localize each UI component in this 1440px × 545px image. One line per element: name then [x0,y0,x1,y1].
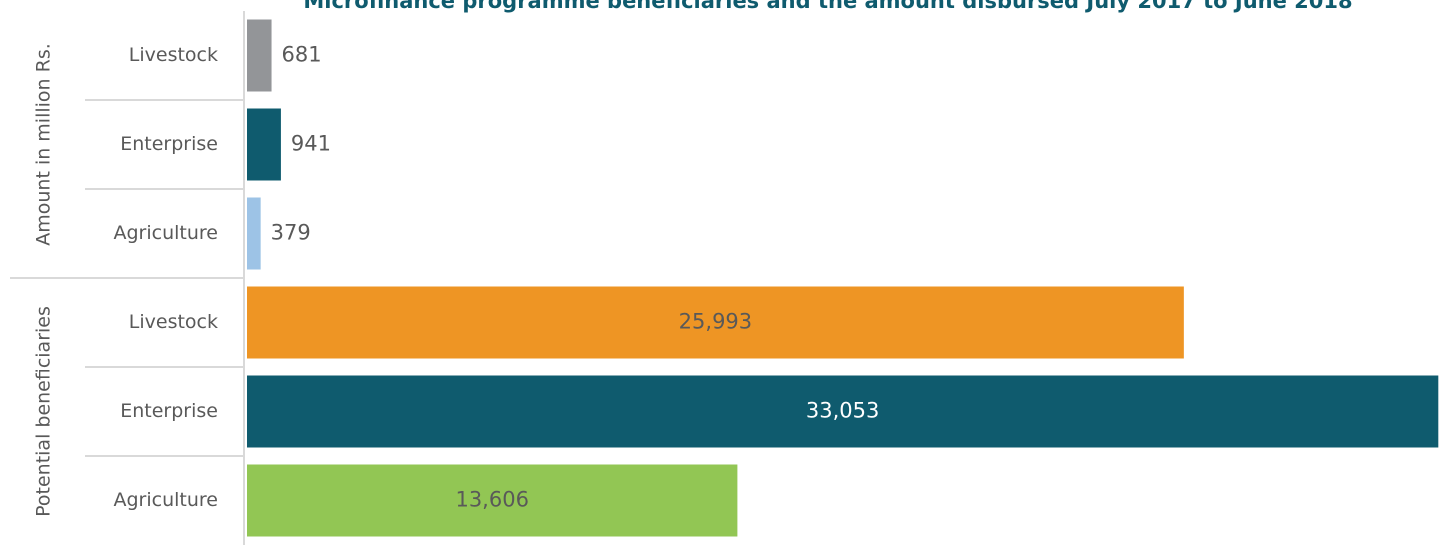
bar [247,197,261,270]
value-label: 379 [271,221,311,245]
category-label: Agriculture [114,222,219,244]
value-label: 33,053 [806,399,879,423]
value-label: 681 [282,43,322,67]
category-label: Livestock [129,311,218,333]
bar [247,108,281,181]
group-label: Amount in million Rs. [33,43,55,246]
value-label: 941 [291,132,331,156]
category-label: Agriculture [114,489,219,511]
bar [247,464,738,537]
bar [247,375,1439,448]
bar [247,19,272,92]
category-label: Enterprise [120,133,218,155]
bar [247,286,1184,359]
group-label: Potential beneficiaries [33,306,55,517]
category-label: Livestock [129,44,218,66]
category-label: Enterprise [120,400,218,422]
value-label: 25,993 [679,310,752,334]
value-label: 13,606 [455,488,528,512]
chart-title: Microfinance programme beneficiaries and… [303,0,1352,13]
